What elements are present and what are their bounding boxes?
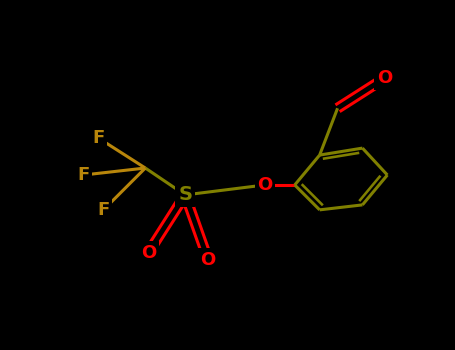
Text: O: O [377,69,392,88]
Text: O: O [141,244,156,262]
Text: F: F [92,129,105,147]
Text: S: S [178,186,192,204]
Text: F: F [77,166,90,184]
Text: O: O [257,176,273,194]
Text: F: F [97,201,110,219]
Text: O: O [201,251,216,269]
